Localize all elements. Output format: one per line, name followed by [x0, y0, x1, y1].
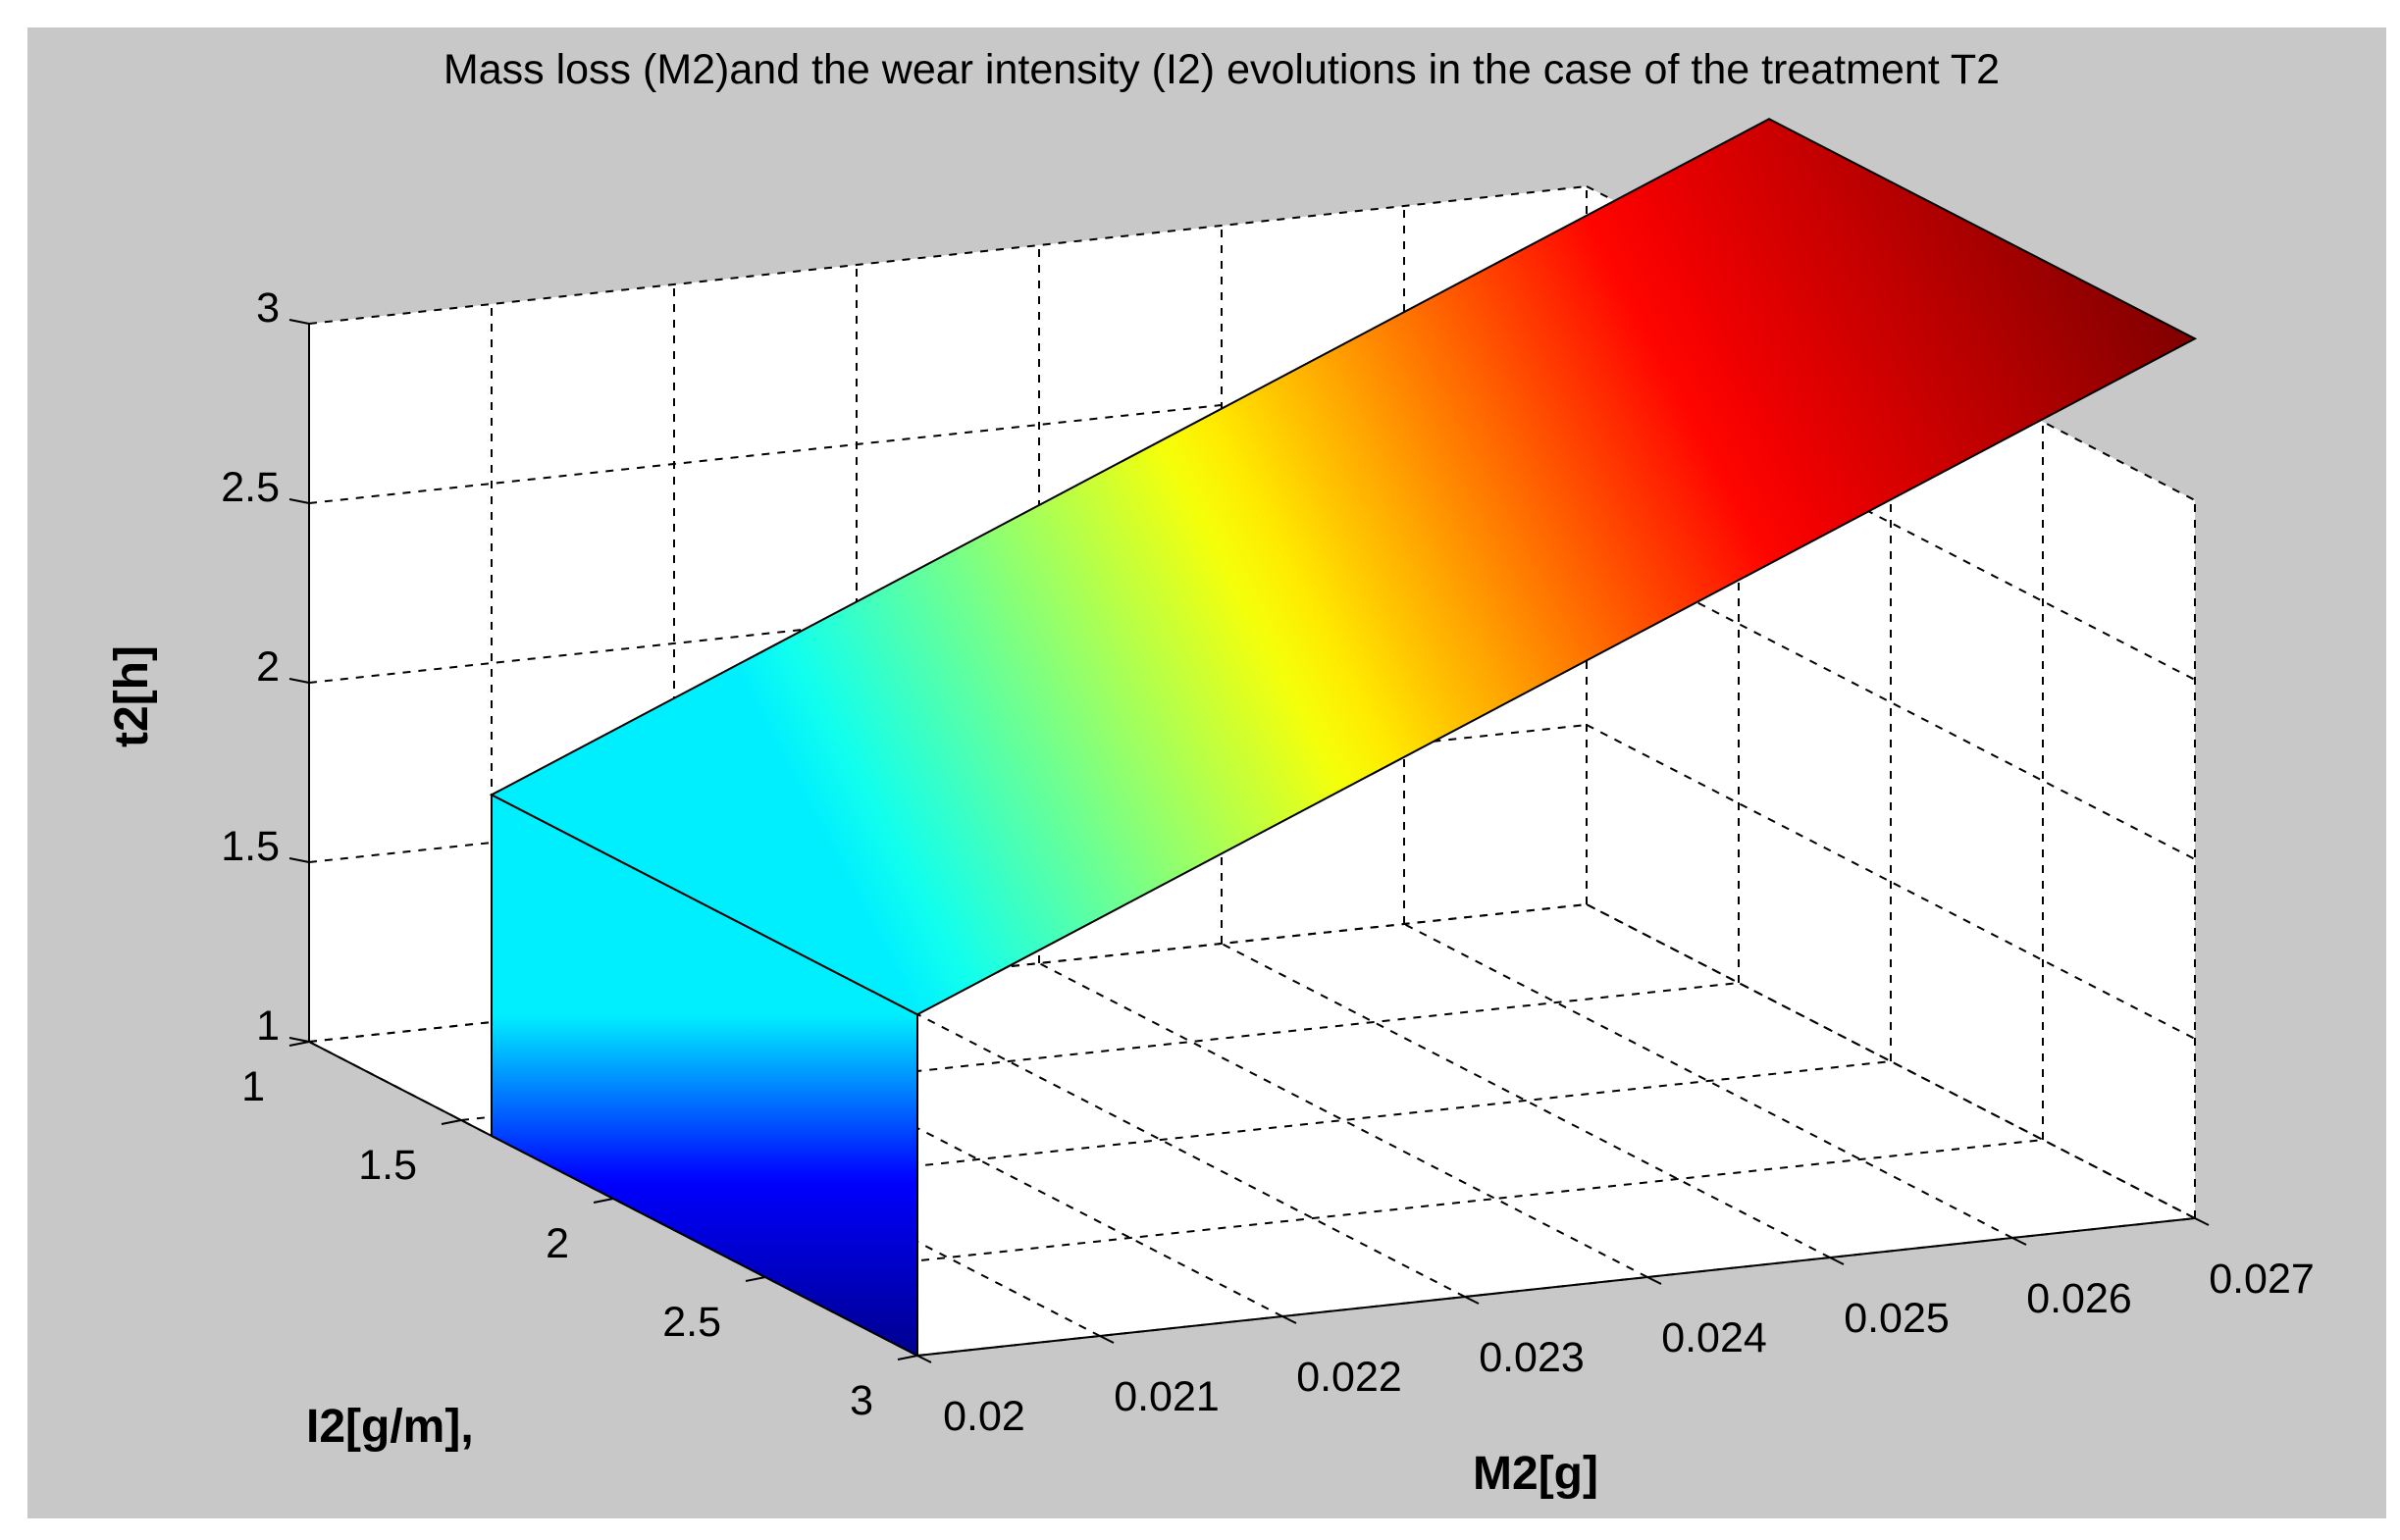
x-tick-mark: [2011, 1237, 2027, 1246]
grid-line-floor-x: [1038, 962, 1648, 1278]
z-tick-mark: [288, 498, 310, 504]
x-tick-mark: [1646, 1276, 1662, 1285]
x-tick-label: 0.024: [1661, 1314, 1767, 1361]
grid-line-floor-x: [1221, 943, 1831, 1258]
x-tick-mark: [1464, 1296, 1480, 1305]
x-tick-label: 0.021: [1114, 1373, 1220, 1420]
x-tick-mark: [1281, 1315, 1297, 1324]
grid-line-floor-x: [856, 982, 1466, 1298]
y-tick-label: 1: [241, 1063, 265, 1110]
z-tick-label: 3: [256, 284, 280, 332]
y-tick-mark: [593, 1198, 614, 1204]
x-tick-label: 0.023: [1479, 1334, 1585, 1381]
y-tick-label: 3: [850, 1377, 873, 1424]
y-tick-mark: [288, 1041, 310, 1047]
z-tick-mark: [288, 678, 310, 684]
x-axis-label: M2[g]: [1473, 1448, 1598, 1500]
x-tick-label: 0.026: [2026, 1275, 2132, 1322]
grid-line-floor-y: [460, 982, 1740, 1121]
y-tick-label: 2: [546, 1220, 569, 1267]
grid-line-back-z: [308, 903, 1588, 1043]
x-tick-label: 0.025: [1844, 1295, 1950, 1342]
y-tick-mark: [745, 1276, 766, 1282]
z-tick-mark: [288, 857, 310, 863]
z-tick-label: 2.5: [221, 464, 280, 511]
x-tick-mark: [916, 1355, 932, 1363]
grid-line-floor-x: [1403, 923, 2013, 1239]
surface-box: [489, 118, 2198, 1358]
y-tick-label: 1.5: [358, 1142, 417, 1189]
z-tick-label: 1: [256, 1002, 280, 1050]
x-tick-label: 0.02: [943, 1393, 1025, 1440]
surface-top-face: [489, 118, 2198, 1016]
z-tick-mark: [288, 319, 310, 325]
grid-line-floor-y: [764, 1139, 2044, 1278]
y-tick-label: 2.5: [662, 1299, 721, 1346]
z-tick-label: 1.5: [221, 823, 280, 870]
x-tick-mark: [2194, 1217, 2210, 1226]
grid-line-side-z: [1586, 903, 2196, 1219]
x-tick-label: 0.027: [2209, 1256, 2315, 1303]
z-axis-label: t2[h]: [106, 645, 158, 747]
x-tick-mark: [1099, 1335, 1115, 1344]
x-axis-line: [916, 1217, 2196, 1357]
grid-line-side-z: [1586, 724, 2196, 1040]
y-tick-mark: [441, 1119, 462, 1125]
z-tick-label: 2: [256, 643, 280, 691]
z-tick-mark: [288, 1037, 310, 1043]
x-tick-label: 0.022: [1296, 1354, 1402, 1401]
grid-line-floor-y: [612, 1060, 1892, 1200]
chart-title: Mass loss (M2)and the wear intensity (I2…: [443, 46, 2000, 93]
tick-labels: 0.02 0.021 0.022 0.023 0.024 0.025 0.026 0.027 1…: [221, 284, 2315, 1440]
y-tick-mark: [897, 1355, 918, 1360]
grid-line-back-z: [308, 185, 1588, 325]
y-axis-label: I2[g/m],: [306, 1401, 474, 1453]
x-tick-mark: [1829, 1257, 1845, 1265]
